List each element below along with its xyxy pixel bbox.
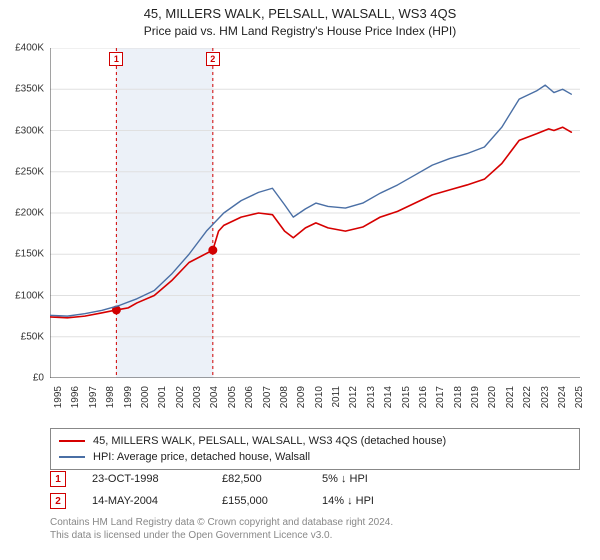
x-tick-label: 2009 <box>296 386 307 408</box>
x-tick-label: 2007 <box>262 386 273 408</box>
transactions-table: 1 23-OCT-1998 £82,500 5% ↓ HPI 2 14-MAY-… <box>50 468 580 512</box>
y-tick-label: £350K <box>15 84 44 95</box>
legend-box: 45, MILLERS WALK, PELSALL, WALSALL, WS3 … <box>50 428 580 470</box>
tx-date: 14-MAY-2004 <box>92 495 202 507</box>
x-tick-label: 2010 <box>314 386 325 408</box>
tx-marker-badge: 1 <box>50 471 66 487</box>
plot-area: 12 <box>50 48 580 378</box>
chart-title: 45, MILLERS WALK, PELSALL, WALSALL, WS3 … <box>0 0 600 21</box>
plot-marker-badge: 2 <box>206 52 220 66</box>
tx-marker-badge: 2 <box>50 493 66 509</box>
x-tick-label: 2020 <box>487 386 498 408</box>
y-tick-label: £0 <box>33 373 44 384</box>
x-tick-label: 1995 <box>53 386 64 408</box>
plot-marker-badge: 1 <box>109 52 123 66</box>
footer-line: This data is licensed under the Open Gov… <box>50 529 580 542</box>
legend-label: HPI: Average price, detached house, Wals… <box>93 451 310 463</box>
plot-svg <box>50 48 580 378</box>
x-tick-label: 2002 <box>175 386 186 408</box>
x-tick-label: 2008 <box>279 386 290 408</box>
x-tick-label: 2023 <box>540 386 551 408</box>
x-tick-label: 2000 <box>140 386 151 408</box>
chart-subtitle: Price paid vs. HM Land Registry's House … <box>0 21 600 42</box>
x-tick-label: 2021 <box>505 386 516 408</box>
x-tick-label: 2016 <box>418 386 429 408</box>
x-tick-label: 2017 <box>435 386 446 408</box>
y-tick-label: £400K <box>15 43 44 54</box>
x-tick-label: 2003 <box>192 386 203 408</box>
tx-price: £155,000 <box>222 495 302 507</box>
footer-line: Contains HM Land Registry data © Crown c… <box>50 516 580 529</box>
y-tick-label: £250K <box>15 166 44 177</box>
x-tick-label: 2012 <box>348 386 359 408</box>
legend-item: 45, MILLERS WALK, PELSALL, WALSALL, WS3 … <box>59 433 571 449</box>
x-tick-label: 2025 <box>574 386 585 408</box>
y-tick-label: £50K <box>21 331 44 342</box>
x-tick-label: 2004 <box>209 386 220 408</box>
x-tick-label: 2019 <box>470 386 481 408</box>
tx-price: £82,500 <box>222 473 302 485</box>
table-row: 2 14-MAY-2004 £155,000 14% ↓ HPI <box>50 490 580 512</box>
legend-item: HPI: Average price, detached house, Wals… <box>59 449 571 465</box>
legend-swatch <box>59 440 85 442</box>
table-row: 1 23-OCT-1998 £82,500 5% ↓ HPI <box>50 468 580 490</box>
x-tick-label: 2006 <box>244 386 255 408</box>
x-tick-label: 2018 <box>453 386 464 408</box>
y-tick-label: £300K <box>15 125 44 136</box>
y-tick-label: £100K <box>15 290 44 301</box>
x-tick-label: 2015 <box>401 386 412 408</box>
y-tick-label: £150K <box>15 249 44 260</box>
x-axis-labels: 1995 1996 1997 1998 1999 2000 2001 2002 2003 2004… <box>50 380 580 430</box>
y-tick-label: £200K <box>15 208 44 219</box>
tx-diff: 14% ↓ HPI <box>322 495 422 507</box>
x-tick-label: 2005 <box>227 386 238 408</box>
footer-attribution: Contains HM Land Registry data © Crown c… <box>50 516 580 542</box>
x-tick-label: 2001 <box>157 386 168 408</box>
tx-date: 23-OCT-1998 <box>92 473 202 485</box>
x-tick-label: 2011 <box>331 386 342 408</box>
x-tick-label: 2014 <box>383 386 394 408</box>
x-tick-label: 1996 <box>70 386 81 408</box>
x-tick-label: 2024 <box>557 386 568 408</box>
x-tick-label: 2022 <box>522 386 533 408</box>
legend-swatch <box>59 456 85 458</box>
x-tick-label: 1997 <box>88 386 99 408</box>
x-tick-label: 2013 <box>366 386 377 408</box>
x-tick-label: 1999 <box>123 386 134 408</box>
x-tick-label: 1998 <box>105 386 116 408</box>
tx-diff: 5% ↓ HPI <box>322 473 422 485</box>
y-axis-labels: £0£50K£100K£150K£200K£250K£300K£350K£400… <box>0 48 46 378</box>
legend-label: 45, MILLERS WALK, PELSALL, WALSALL, WS3 … <box>93 435 446 447</box>
